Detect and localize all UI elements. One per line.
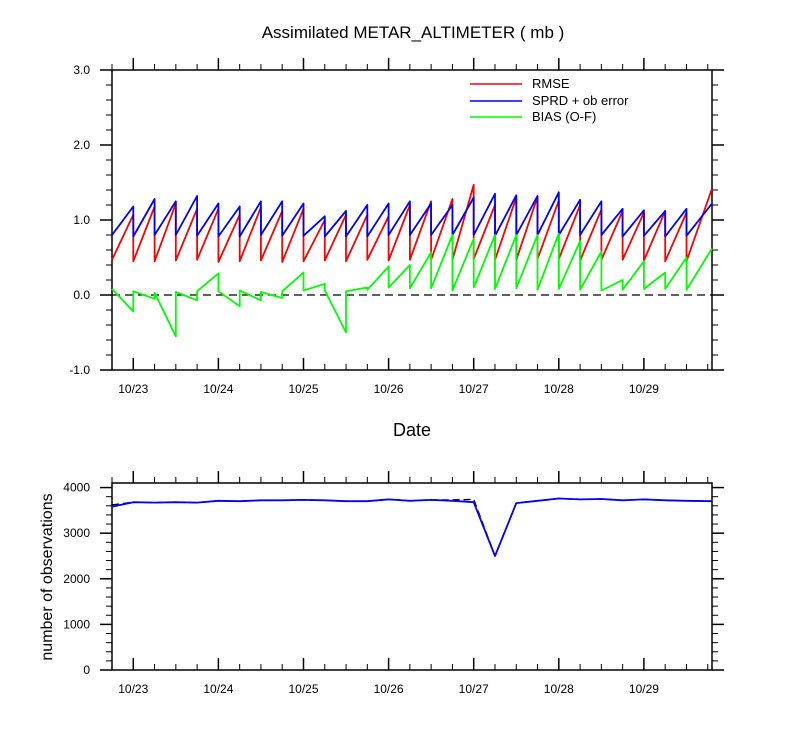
top-panel: 10/23 10/24 10/25 10/26 10/27 10/28 10/29 -1.0 0… [69,58,724,440]
bottom-y-tick-label: 3000 [63,526,90,540]
bottom-series-observations-possible [111,497,713,557]
top-series-lines [111,183,713,338]
legend: RMSE SPRD + ob error BIAS (O-F) [470,76,629,124]
top-x-tick-label: 10/27 [459,382,489,396]
bottom-x-tick-label: 10/29 [629,682,659,696]
bottom-x-tick-label: 10/27 [459,682,489,696]
top-x-tick-label: 10/23 [118,382,148,396]
bottom-y-tick-label: 1000 [63,617,90,631]
top-y-tick-label: 3.0 [73,63,90,77]
bottom-x-tick-label: 10/24 [203,682,233,696]
bottom-series-lines [111,497,713,557]
chart-title: Assimilated METAR_ALTIMETER ( mb ) [262,23,565,42]
bottom-panel: 10/23 10/24 10/25 10/26 10/27 10/28 10/29 0 1000… [39,471,724,696]
bottom-x-tick-label: 10/28 [544,682,574,696]
top-x-tick-label: 10/25 [288,382,318,396]
x-axis-label: Date [393,420,431,440]
bottom-plot-frame [111,482,713,671]
top-x-tick-label: 10/24 [203,382,233,396]
top-y-tick-label: 2.0 [73,138,90,152]
bottom-x-tick-label: 10/23 [118,682,148,696]
top-x-tick-label: 10/26 [374,382,404,396]
bottom-x-tick-label: 10/26 [374,682,404,696]
bottom-y-tick-label: 4000 [63,481,90,495]
top-x-tick-label: 10/29 [629,382,659,396]
legend-label-sprd: SPRD + ob error [532,93,629,108]
top-series-sprd-ob-error [111,191,713,238]
bottom-y-tick-label: 2000 [63,572,90,586]
bottom-y-tick-label: 0 [83,663,90,677]
top-x-tick-label: 10/28 [544,382,574,396]
legend-label-bias: BIAS (O-F) [532,109,596,124]
y-axis-label-observations: number of observations [39,493,56,660]
bottom-x-tick-label: 10/25 [288,682,318,696]
top-y-tick-label: 1.0 [73,213,90,227]
top-series-bias-o-f [111,232,713,338]
top-axes: 10/23 10/24 10/25 10/26 10/27 10/28 10/29 -1.0 0… [69,58,724,396]
top-y-tick-label: 0.0 [73,288,90,302]
bottom-axes: 10/23 10/24 10/25 10/26 10/27 10/28 10/29 0 1000… [63,471,724,696]
legend-label-rmse: RMSE [532,76,570,91]
bottom-series-observations-assimilated [111,497,713,557]
top-y-tick-label: -1.0 [69,363,90,377]
